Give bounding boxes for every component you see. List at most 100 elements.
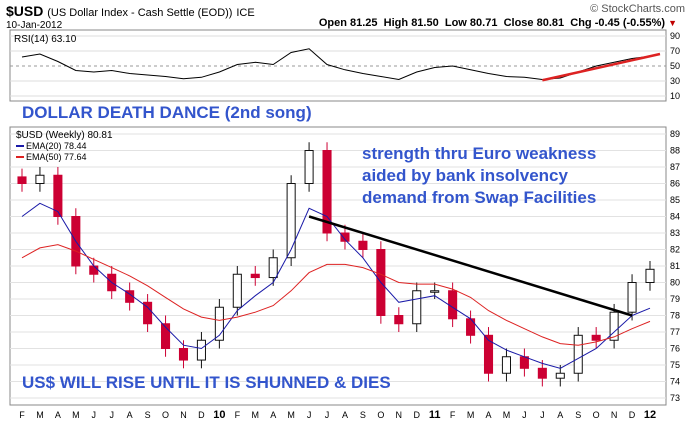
x-tick-label: D [629,410,636,420]
close-label: Close [503,17,534,29]
candle-body [430,290,440,293]
rsi-legend: RSI(14) 63.10 [14,34,77,45]
candle-body [250,273,260,279]
rsi-panel: RSI(14) 63.10 DOLLAR DEATH DANCE (2nd so… [9,29,680,122]
symbol-title: $USD (US Dollar Index - Cash Settle (EOD… [6,3,255,19]
candle-body [466,318,476,336]
rsi-y-axis: 10 30 50 70 90 [670,31,680,101]
price-tick-label: 89 [670,129,680,139]
x-tick-label: O [377,410,384,420]
price-tick-label: 79 [670,294,680,304]
candle-body [232,273,242,308]
high-label: High [383,17,409,29]
x-axis: F M A M J J A S O N D 10 F M A M J J A S O N D 11 F M A M J J A S O N D 12 [19,409,656,421]
candle-body [573,334,583,374]
x-tick-label: D [198,410,205,420]
close-value: 80.81 [536,17,565,29]
candle-body [412,290,422,325]
candle-body [143,301,153,325]
down-triangle-icon: ▼ [668,18,677,28]
rsi-annotation: DOLLAR DEATH DANCE (2nd song) [22,103,312,122]
x-tick-label: N [180,410,187,420]
ema50-legend: EMA(50) 77.64 [26,152,87,162]
candle-body [645,268,655,283]
candle-body [519,356,529,369]
price-y-axis: 89 88 87 86 85 84 83 82 81 80 79 78 77 76 75 74 73 [670,129,680,403]
price-grid [10,133,666,399]
candle-body [196,339,206,361]
low-label: Low [444,17,467,29]
x-tick-label: A [557,410,563,420]
rsi-grid [10,35,666,97]
annotation-line-2: aided by bank insolvency [362,166,569,185]
x-tick-label: D [413,410,420,420]
candle-body [214,306,224,341]
rsi-tick-label: 70 [670,46,680,56]
x-tick-label: J [92,410,97,420]
price-tick-label: 76 [670,344,680,354]
candle-body [286,183,296,259]
price-panel: $USD (Weekly) 80.81 EMA(20) 78.44 EMA(50… [9,126,680,406]
x-tick-label: O [162,410,169,420]
open-value: 81.25 [350,17,378,29]
price-tick-label: 80 [670,278,680,288]
candle-body [591,334,601,341]
x-tick-label: S [145,410,151,420]
x-tick-label: F [19,410,25,420]
x-tick-label: M [36,410,44,420]
symbol: $USD [6,3,44,19]
quote-line: Open 81.25 High 81.50 Low 80.71 Close 80… [319,17,677,29]
x-tick-label: 10 [213,409,225,421]
rsi-tick-label: 50 [670,61,680,71]
annotation-bottom: US$ WILL RISE UNTIL IT IS SHUNNED & DIES [22,373,391,392]
ema20-line [21,202,651,369]
x-tick-label: M [252,410,260,420]
candle-body [89,265,99,275]
high-value: 81.50 [411,17,439,29]
candle-body [178,348,189,361]
x-tick-label: S [575,410,581,420]
candle-body [17,176,27,184]
x-tick-label: A [270,410,276,420]
annotation-line-3: demand from Swap Facilities [362,188,596,207]
candle-body [537,367,547,379]
price-tick-label: 73 [670,393,680,403]
exchange: ICE [236,7,255,19]
x-tick-label: J [307,410,312,420]
rsi-trendline [542,52,661,82]
price-tick-label: 75 [670,360,680,370]
candle-body [304,150,314,184]
x-tick-label: O [593,410,600,420]
candle-body [501,356,511,374]
candle-body [35,174,45,184]
candle-body [609,311,619,341]
price-tick-label: 82 [670,245,680,255]
symbol-description: (US Dollar Index - Cash Settle (EOD)) [47,7,233,19]
x-tick-label: N [611,410,618,420]
x-tick-label: A [55,410,61,420]
chart-header: $USD (US Dollar Index - Cash Settle (EOD… [0,0,691,31]
x-tick-label: M [467,410,475,420]
x-tick-label: F [450,410,456,420]
price-tick-label: 85 [670,195,680,205]
price-tick-label: 84 [670,212,680,222]
rsi-tick-label: 90 [670,31,680,41]
candle-body [448,290,458,320]
brand-logo: © StockCharts.com [590,3,685,15]
price-tick-label: 83 [670,228,680,238]
candle-body [555,372,565,379]
candle-body [627,282,637,313]
header-date: 10-Jan-2012 [6,20,63,31]
x-tick-label: A [127,410,133,420]
x-tick-label: A [486,410,492,420]
candle-body [161,323,171,349]
price-tick-label: 74 [670,377,680,387]
x-tick-label: M [72,410,80,420]
x-tick-label: J [522,410,527,420]
x-tick-label: N [396,410,403,420]
candle-body [358,240,368,250]
low-value: 80.71 [469,17,498,29]
price-tick-label: 88 [670,146,680,156]
price-tick-label: 87 [670,162,680,172]
x-tick-label: A [342,410,348,420]
